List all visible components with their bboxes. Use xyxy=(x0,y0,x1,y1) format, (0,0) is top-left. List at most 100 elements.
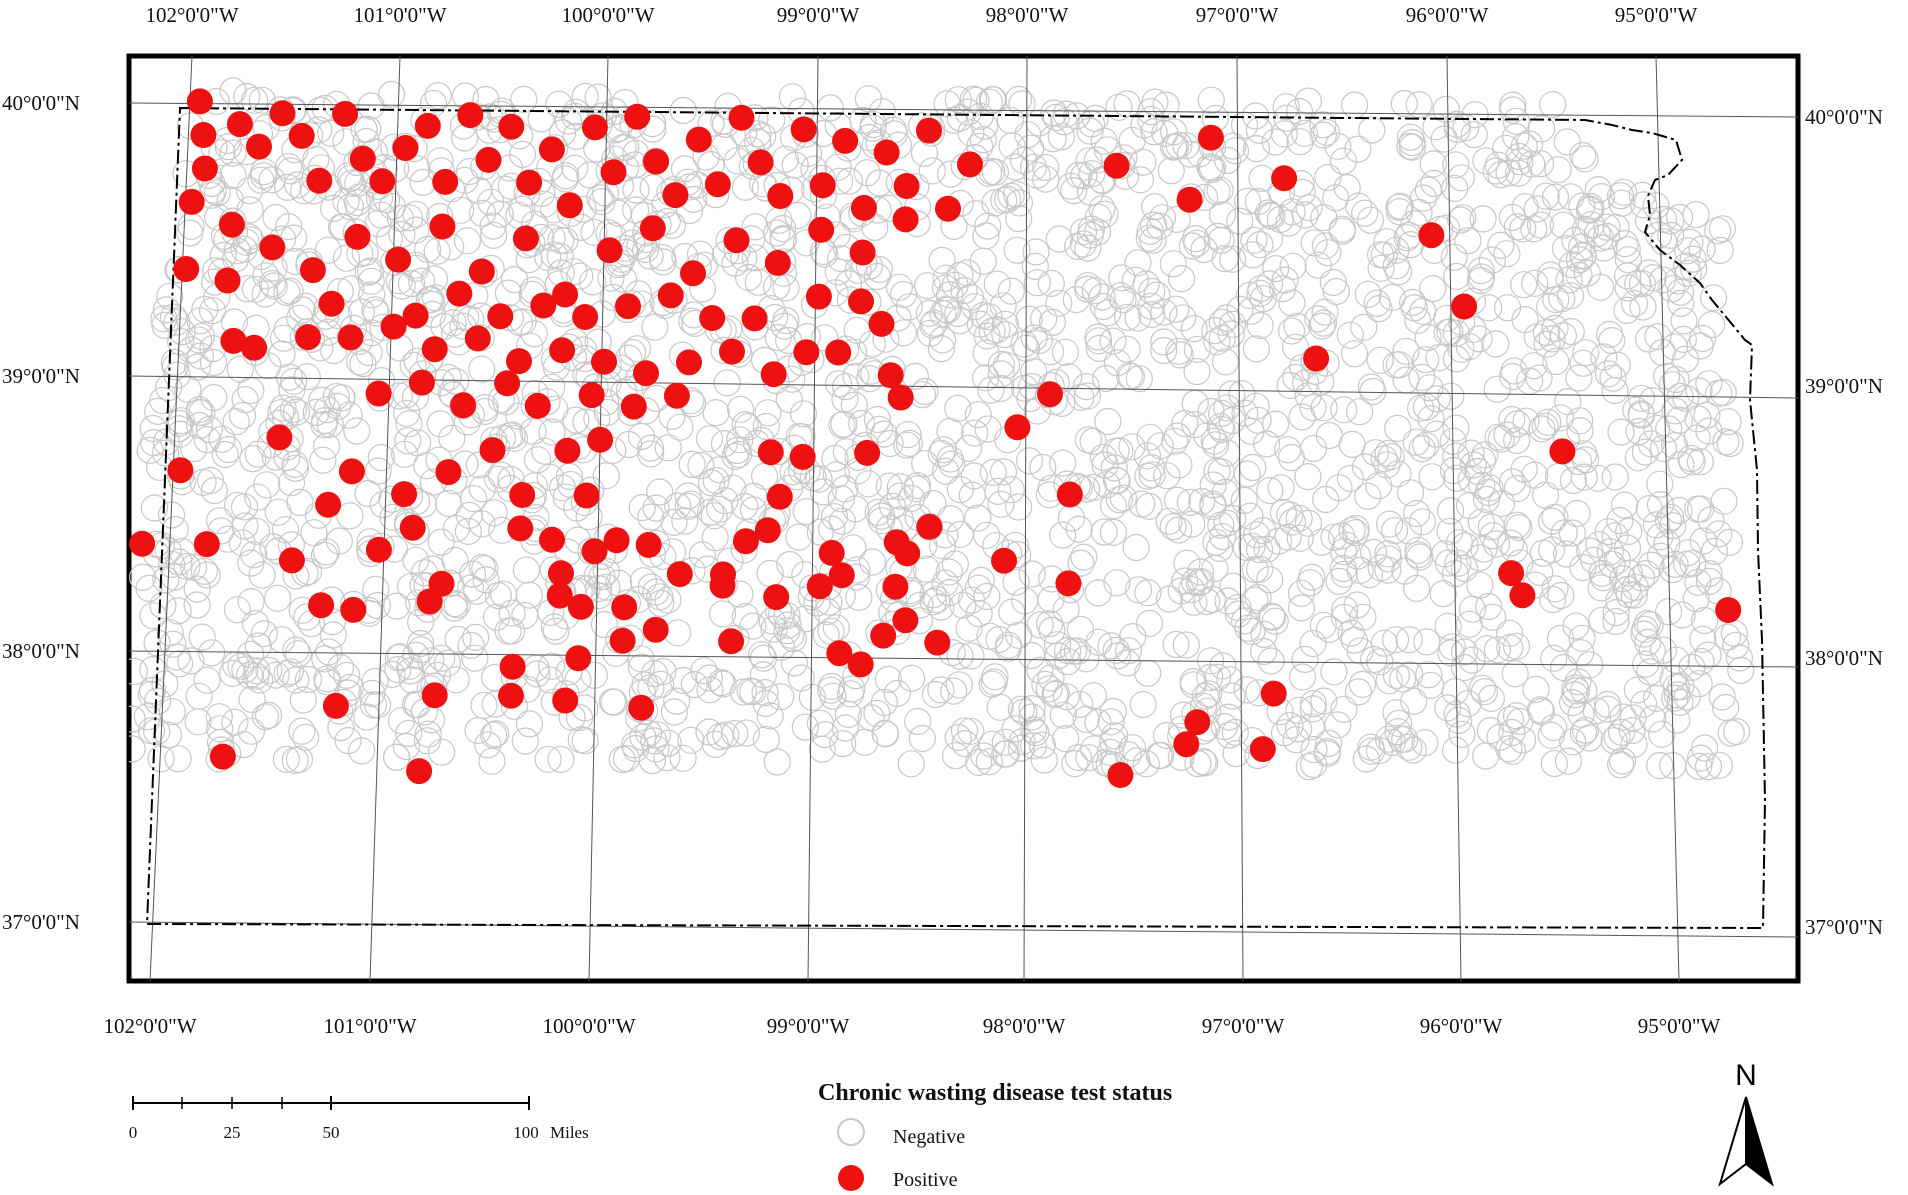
negative-point xyxy=(1041,680,1069,709)
negative-point xyxy=(167,407,195,435)
negative-point xyxy=(152,439,180,467)
negative-point xyxy=(280,367,308,395)
negative-point xyxy=(614,430,643,459)
negative-point xyxy=(426,410,454,438)
negative-point xyxy=(1450,554,1479,583)
negative-point xyxy=(203,179,231,207)
positive-points-layer xyxy=(129,88,1742,788)
positive-point xyxy=(214,267,241,294)
positive-point xyxy=(870,622,897,649)
negative-point xyxy=(1467,263,1496,291)
negative-point xyxy=(1004,85,1033,114)
negative-point xyxy=(1309,309,1338,337)
negative-point xyxy=(1547,581,1575,610)
negative-point xyxy=(1568,192,1596,220)
negative-point xyxy=(534,745,562,773)
negative-point xyxy=(1544,156,1572,184)
negative-point xyxy=(636,434,665,462)
negative-point xyxy=(185,682,213,710)
negative-point xyxy=(729,678,757,706)
negative-point xyxy=(490,580,518,608)
negative-point xyxy=(1415,661,1443,689)
negative-point xyxy=(1405,91,1433,119)
negative-point xyxy=(829,729,857,758)
negative-point xyxy=(1628,181,1657,209)
negative-point xyxy=(364,457,392,485)
negative-point xyxy=(1411,729,1439,757)
negative-point xyxy=(1523,195,1551,223)
negative-point xyxy=(700,502,728,530)
negative-point xyxy=(1118,126,1146,154)
negative-point xyxy=(274,173,302,201)
negative-point xyxy=(964,401,992,429)
parallel-38n xyxy=(129,650,1798,668)
positive-point xyxy=(916,513,943,540)
negative-point xyxy=(1562,677,1591,705)
positive-point xyxy=(498,682,524,709)
negative-point xyxy=(1300,735,1328,764)
positive-point xyxy=(408,369,435,396)
negative-point xyxy=(929,300,957,328)
negative-point xyxy=(193,561,221,589)
negative-point xyxy=(1010,698,1038,726)
negative-point xyxy=(648,244,677,272)
negative-point xyxy=(271,516,300,544)
negative-point xyxy=(1249,285,1278,313)
negative-point xyxy=(863,699,891,727)
negative-point xyxy=(976,622,1004,650)
negative-point xyxy=(1099,697,1127,726)
negative-point xyxy=(480,721,508,749)
negative-point xyxy=(1565,246,1594,274)
positive-point xyxy=(639,215,666,242)
negative-point xyxy=(136,436,164,464)
negative-point xyxy=(1627,384,1656,412)
negative-point xyxy=(1613,534,1642,562)
negative-point xyxy=(885,273,914,301)
positive-point xyxy=(732,528,759,555)
positive-point xyxy=(635,531,662,558)
positive-point xyxy=(757,439,784,466)
negative-point xyxy=(1208,308,1236,336)
negative-point xyxy=(1384,460,1412,488)
negative-point xyxy=(1084,327,1113,355)
negative-point xyxy=(669,744,697,772)
positive-point xyxy=(1037,381,1063,408)
negative-point xyxy=(936,417,964,445)
negative-point xyxy=(1099,727,1127,756)
negative-point xyxy=(637,503,665,531)
negative-point xyxy=(1159,133,1188,161)
negative-point xyxy=(903,472,932,500)
negative-point xyxy=(1169,304,1197,332)
negative-point xyxy=(847,409,876,437)
negative-point xyxy=(1601,376,1629,405)
negative-point xyxy=(580,218,608,246)
negative-point xyxy=(1075,147,1103,175)
negative-point xyxy=(468,475,496,503)
negative-point xyxy=(1478,246,1507,274)
positive-point xyxy=(747,149,774,176)
negative-point xyxy=(1525,364,1553,392)
negative-point xyxy=(139,602,167,630)
negative-point xyxy=(1662,365,1690,394)
negative-point xyxy=(230,235,258,263)
negative-point xyxy=(1070,162,1098,190)
positive-point xyxy=(365,380,392,407)
positive-point xyxy=(186,88,213,115)
negative-point xyxy=(1272,93,1300,121)
positive-point xyxy=(278,547,305,574)
negative-point xyxy=(1404,306,1432,334)
negative-point xyxy=(1693,401,1721,429)
negative-point xyxy=(244,632,272,660)
negative-point xyxy=(625,232,654,260)
negative-point xyxy=(1646,751,1674,780)
negative-point xyxy=(935,578,964,607)
negative-point xyxy=(1499,91,1527,119)
negative-point xyxy=(1228,380,1256,408)
negative-point xyxy=(1084,579,1112,607)
negative-point xyxy=(286,488,314,516)
negative-point xyxy=(1043,631,1072,659)
negative-point xyxy=(1354,280,1382,308)
negative-point xyxy=(358,281,386,309)
negative-point xyxy=(1084,708,1112,737)
negative-point xyxy=(749,122,777,150)
